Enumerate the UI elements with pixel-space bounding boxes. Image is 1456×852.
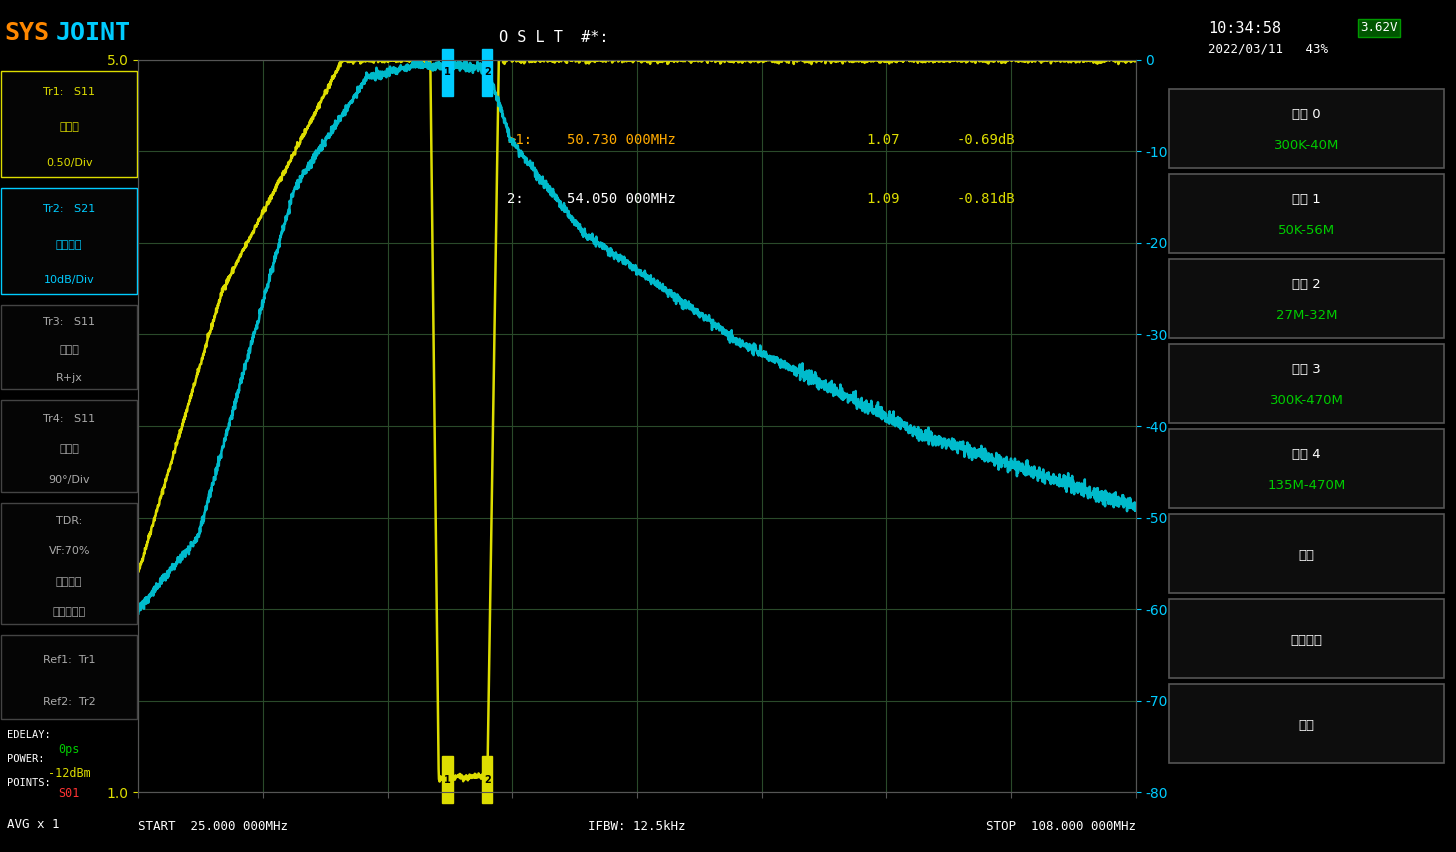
Bar [1,187,137,294]
Bar [1169,174,1444,253]
Text: >1:: >1: [507,133,533,147]
Text: 2: 2 [483,67,491,78]
Text: Ref2:  Tr2: Ref2: Tr2 [42,697,96,707]
Text: 1.09: 1.09 [866,192,900,205]
FancyBboxPatch shape [482,756,492,803]
Text: 135M-470M: 135M-470M [1268,480,1345,492]
Text: 窗口：标准: 窗口：标准 [52,607,86,617]
Text: 10:34:58: 10:34:58 [1208,21,1281,37]
Text: Tr2:   S21: Tr2: S21 [44,204,95,214]
Text: 保存 1: 保存 1 [1293,193,1321,206]
Text: 10dB/Div: 10dB/Div [44,275,95,285]
Text: 保存 0: 保存 0 [1293,107,1321,121]
Text: 2022/03/11   43%: 2022/03/11 43% [1208,43,1328,55]
Text: 返回: 返回 [1299,718,1315,732]
FancyBboxPatch shape [443,49,453,96]
Text: TDR:: TDR: [55,516,83,526]
Text: Tr1:   S11: Tr1: S11 [44,87,95,97]
Text: 对数幅度: 对数幅度 [55,239,83,250]
Text: EDELAY:: EDELAY: [7,730,51,740]
Text: 54.050 000MHz: 54.050 000MHz [568,192,676,205]
Text: 1: 1 [444,67,451,78]
Text: STOP  108.000 000MHz: STOP 108.000 000MHz [986,820,1136,833]
Bar [1169,599,1444,678]
Text: 保存 2: 保存 2 [1293,278,1321,291]
Text: 300K-470M: 300K-470M [1270,394,1344,407]
Bar [1,635,137,719]
Text: 相频图: 相频图 [60,444,79,454]
Text: 300K-40M: 300K-40M [1274,140,1340,153]
Text: JOINT: JOINT [55,21,131,45]
Text: 0ps: 0ps [58,743,80,756]
Bar [1169,89,1444,168]
Text: 3.62V: 3.62V [1360,21,1398,34]
Text: 保存 3: 保存 3 [1293,363,1321,376]
Text: IFBW: 12.5kHz: IFBW: 12.5kHz [588,820,686,833]
Text: 90°/Div: 90°/Div [48,475,90,485]
Text: S01: S01 [58,787,80,800]
Text: POINTS:: POINTS: [7,778,51,788]
Text: -0.81dB: -0.81dB [957,192,1015,205]
Text: 27M-32M: 27M-32M [1275,309,1338,322]
Text: O S L T  #*:: O S L T #*: [498,30,609,45]
Text: POWER:: POWER: [7,754,45,764]
Text: -0.69dB: -0.69dB [957,133,1015,147]
Bar [1169,344,1444,423]
Bar [1169,429,1444,508]
Text: VF:70%: VF:70% [48,546,90,556]
Text: 2:: 2: [507,192,524,205]
Text: 50.730 000MHz: 50.730 000MHz [568,133,676,147]
Bar [1169,684,1444,763]
Text: 带通滤波: 带通滤波 [55,577,83,586]
Text: 50K-56M: 50K-56M [1278,224,1335,238]
Text: 0.50/Div: 0.50/Div [45,158,93,168]
Text: SYS: SYS [4,21,50,45]
Text: Tr3:   S11: Tr3: S11 [44,317,95,327]
Text: 1: 1 [444,774,451,785]
FancyBboxPatch shape [443,756,453,803]
Text: START  25.000 000MHz: START 25.000 000MHz [138,820,288,833]
Bar [1,305,137,389]
Text: AVG x 1: AVG x 1 [7,818,60,831]
FancyBboxPatch shape [482,49,492,96]
Text: 1.07: 1.07 [866,133,900,147]
Text: 文件保存: 文件保存 [1291,634,1322,647]
Bar [1169,259,1444,338]
Text: Ref1:  Tr1: Ref1: Tr1 [42,655,96,665]
Text: 更多: 更多 [1299,549,1315,561]
Text: 保存 4: 保存 4 [1293,448,1321,461]
Bar [1,503,137,624]
Text: -12dBm: -12dBm [48,767,90,780]
Bar [1,71,137,177]
Bar [1169,514,1444,593]
Text: R+jx: R+jx [55,373,83,383]
Text: 史密斯: 史密斯 [60,345,79,355]
Text: Tr4:   S11: Tr4: S11 [44,414,95,423]
Text: 2: 2 [483,774,491,785]
Text: 驻波比: 驻波比 [60,123,79,132]
Bar [1,400,137,492]
